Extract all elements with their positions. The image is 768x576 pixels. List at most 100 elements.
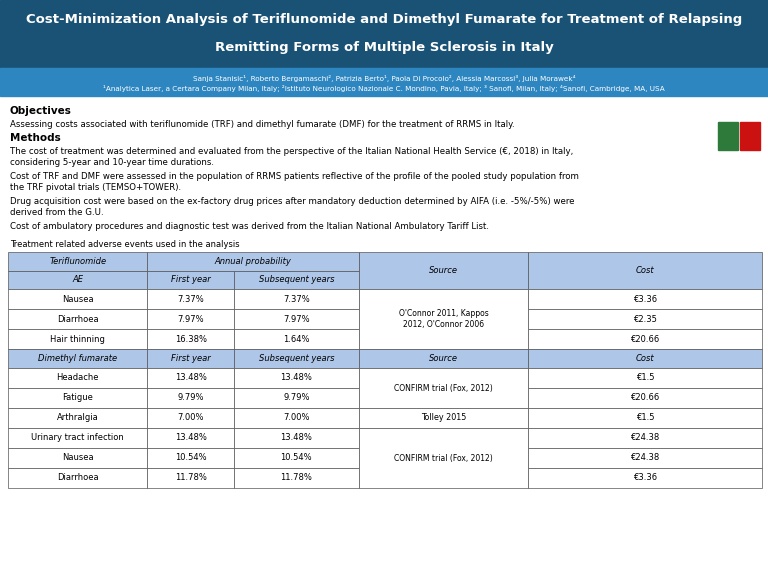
Text: Dimethyl fumarate: Dimethyl fumarate — [38, 354, 118, 363]
Bar — [234, 349, 359, 368]
Text: CONFIRM trial (Fox, 2012): CONFIRM trial (Fox, 2012) — [394, 453, 493, 463]
Bar — [528, 309, 762, 329]
Text: Fatigue: Fatigue — [62, 393, 93, 403]
Bar — [8, 468, 147, 488]
Bar — [8, 448, 147, 468]
Text: Diarrhoea: Diarrhoea — [57, 314, 98, 324]
Bar — [528, 428, 762, 448]
Text: 11.78%: 11.78% — [280, 473, 313, 483]
Bar — [359, 428, 528, 488]
Bar — [528, 289, 762, 309]
Text: Nausea: Nausea — [62, 453, 94, 463]
Bar — [0, 0, 768, 68]
Text: €2.35: €2.35 — [633, 314, 657, 324]
Bar — [8, 271, 147, 289]
Text: Methods: Methods — [10, 133, 61, 143]
Bar — [147, 388, 234, 408]
Bar — [147, 448, 234, 468]
Bar — [8, 428, 147, 448]
Bar — [147, 289, 234, 309]
Text: 9.79%: 9.79% — [177, 393, 204, 403]
Text: Sanja Stanisic¹, Roberto Bergamaschi², Patrizia Berto¹, Paola Di Procolo², Aless: Sanja Stanisic¹, Roberto Bergamaschi², P… — [193, 74, 575, 81]
Text: 16.38%: 16.38% — [175, 335, 207, 343]
Text: CONFIRM trial (Fox, 2012): CONFIRM trial (Fox, 2012) — [394, 384, 493, 392]
Text: Annual probability: Annual probability — [214, 257, 292, 266]
Text: Arthralgia: Arthralgia — [57, 414, 98, 423]
Bar — [718, 122, 738, 150]
Text: Subsequent years: Subsequent years — [259, 275, 334, 285]
Text: Subsequent years: Subsequent years — [259, 354, 334, 363]
Bar — [234, 388, 359, 408]
Text: 7.97%: 7.97% — [177, 314, 204, 324]
Bar — [8, 329, 147, 349]
Text: O'Connor 2011, Kappos
2012, O'Connor 2006: O'Connor 2011, Kappos 2012, O'Connor 200… — [399, 309, 488, 329]
Text: 9.79%: 9.79% — [283, 393, 310, 403]
Text: 7.37%: 7.37% — [283, 294, 310, 304]
Bar — [234, 271, 359, 289]
Text: Cost of ambulatory procedures and diagnostic test was derived from the Italian N: Cost of ambulatory procedures and diagno… — [10, 222, 489, 231]
Text: 7.97%: 7.97% — [283, 314, 310, 324]
Bar — [528, 349, 762, 368]
Text: €1.5: €1.5 — [636, 373, 654, 382]
Bar — [147, 252, 359, 271]
Bar — [147, 329, 234, 349]
Text: Objectives: Objectives — [10, 106, 72, 116]
Text: €20.66: €20.66 — [631, 335, 660, 343]
Text: Source: Source — [429, 266, 458, 275]
Text: 1.64%: 1.64% — [283, 335, 310, 343]
Bar — [528, 368, 762, 388]
Bar — [359, 252, 528, 289]
Bar — [0, 68, 768, 96]
Bar — [8, 408, 147, 428]
Bar — [359, 349, 528, 368]
Text: Cost of TRF and DMF were assessed in the population of RRMS patients reflective : Cost of TRF and DMF were assessed in the… — [10, 172, 579, 192]
Text: Remitting Forms of Multiple Sclerosis in Italy: Remitting Forms of Multiple Sclerosis in… — [214, 41, 554, 55]
Text: Assessing costs associated with teriflunomide (TRF) and dimethyl fumarate (DMF) : Assessing costs associated with teriflun… — [10, 120, 515, 129]
Bar — [8, 349, 147, 368]
Text: ¹Analytica Laser, a Certara Company Milan, Italy; ²Istituto Neurologico Nazional: ¹Analytica Laser, a Certara Company Mila… — [103, 85, 665, 92]
Bar — [147, 368, 234, 388]
Bar — [359, 408, 528, 428]
Bar — [528, 468, 762, 488]
Text: 10.54%: 10.54% — [175, 453, 207, 463]
Text: Hair thinning: Hair thinning — [51, 335, 105, 343]
Text: Cost: Cost — [636, 354, 654, 363]
Text: €1.5: €1.5 — [636, 414, 654, 423]
Text: 13.48%: 13.48% — [280, 373, 313, 382]
Text: Cost-Minimization Analysis of Teriflunomide and Dimethyl Fumarate for Treatment : Cost-Minimization Analysis of Teriflunom… — [26, 13, 742, 26]
Text: Tolley 2015: Tolley 2015 — [421, 414, 466, 423]
Text: The cost of treatment was determined and evaluated from the perspective of the I: The cost of treatment was determined and… — [10, 147, 573, 168]
Text: Drug acquisition cost were based on the ex-factory drug prices after mandatory d: Drug acquisition cost were based on the … — [10, 197, 574, 218]
Text: €20.66: €20.66 — [631, 393, 660, 403]
Text: 13.48%: 13.48% — [175, 434, 207, 442]
Text: 7.00%: 7.00% — [177, 414, 204, 423]
Bar — [234, 468, 359, 488]
Bar — [234, 309, 359, 329]
Bar — [528, 448, 762, 468]
Text: First year: First year — [171, 275, 210, 285]
Bar — [8, 368, 147, 388]
Text: Nausea: Nausea — [62, 294, 94, 304]
Bar — [234, 289, 359, 309]
Bar — [359, 368, 528, 408]
Text: Diarrhoea: Diarrhoea — [57, 473, 98, 483]
Bar — [234, 368, 359, 388]
Text: Source: Source — [429, 354, 458, 363]
Text: Cost: Cost — [636, 266, 654, 275]
Text: Urinary tract infection: Urinary tract infection — [31, 434, 124, 442]
Bar — [147, 349, 234, 368]
Text: €3.36: €3.36 — [633, 473, 657, 483]
Text: 11.78%: 11.78% — [175, 473, 207, 483]
Text: €3.36: €3.36 — [633, 294, 657, 304]
Bar — [234, 428, 359, 448]
Text: 10.54%: 10.54% — [280, 453, 313, 463]
Text: First year: First year — [171, 354, 210, 363]
Bar — [147, 428, 234, 448]
Bar — [8, 252, 147, 271]
Text: 13.48%: 13.48% — [280, 434, 313, 442]
Bar — [528, 252, 762, 289]
Bar — [528, 408, 762, 428]
Bar — [528, 329, 762, 349]
Bar — [740, 122, 760, 150]
Text: €24.38: €24.38 — [631, 434, 660, 442]
